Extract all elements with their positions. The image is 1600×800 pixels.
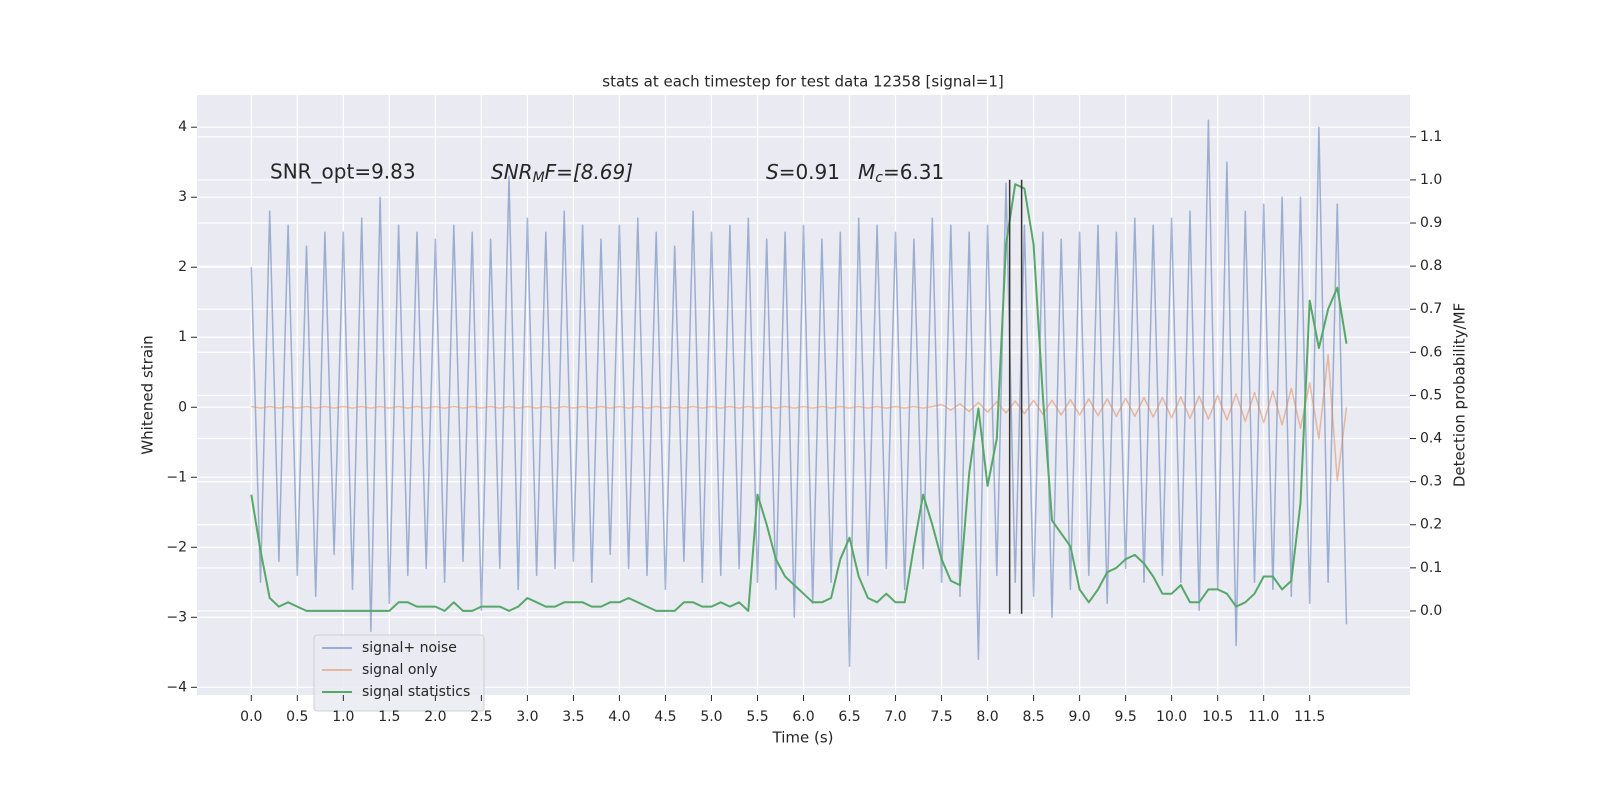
y-tick-label: 2 [178,259,187,275]
annotation-part: S [766,160,779,184]
x-tick-label: 0.0 [240,709,262,725]
y2-tick-label: 0.5 [1420,387,1442,403]
annotation: SNR_opt=9.83 [270,160,416,184]
annotation-part: c [875,170,883,186]
y-tick-label: 3 [178,189,187,205]
annotation-part: =0.91 [779,160,840,184]
annotation-part: F=[8.69] [545,160,633,184]
annotation-part: M [533,170,545,186]
x-tick-label: 4.0 [608,709,630,725]
x-tick-label: 3.5 [562,709,584,725]
x-tick-label: 11.0 [1248,709,1279,725]
series-line [251,353,1348,482]
annotation: S=0.91 [766,160,840,184]
x-tick-label: 7.0 [884,709,906,725]
series-line [250,183,1348,612]
y2-tick-label: 0.1 [1420,560,1442,576]
x-tick-label: 0.5 [286,709,308,725]
y2-tick-label: 0.7 [1420,301,1442,317]
y-tick-label: −1 [166,469,187,485]
legend-label: signal statistics [362,684,470,700]
y-tick-label: 1 [178,329,187,345]
x-tick-label: 5.0 [700,709,722,725]
y2-tick-label: 0.0 [1420,603,1442,619]
x-tick-label: 3.0 [516,709,538,725]
y-tick-label: −3 [166,609,187,625]
x-tick-label: 8.0 [976,709,998,725]
y2-tick-label: 0.6 [1420,344,1442,360]
x-tick-label: 9.0 [1068,709,1090,725]
x-tick-label: 9.5 [1114,709,1136,725]
x-tick-label: 1.0 [332,709,354,725]
annotation: Mc=6.31 [858,160,944,187]
y2-tick-label: 0.3 [1420,474,1442,490]
x-tick-label: 6.0 [792,709,814,725]
x-tick-label: 2.5 [470,709,492,725]
y-axis-label: Whitened strain [139,335,157,454]
y2-tick-label: 0.9 [1420,215,1442,231]
legend-box [313,634,485,712]
y-tick-label: 0 [178,399,187,415]
x-tick-label: 2.0 [424,709,446,725]
y-tick-label: −4 [166,679,187,695]
y2-tick-label: 0.4 [1420,431,1442,447]
x-tick-label: 7.5 [930,709,952,725]
x-tick-label: 11.5 [1294,709,1325,725]
annotation-part: M [858,160,875,184]
legend: signal+ noise signal only signal statistic… [313,634,485,712]
legend-label: signal only [362,662,437,678]
annotation-part: SNR [491,160,533,184]
x-tick-label: 1.5 [378,709,400,725]
annotation-part: =6.31 [883,160,944,184]
y2-tick-label: 1.0 [1420,172,1442,188]
x-tick-label: 8.5 [1022,709,1044,725]
x-tick-label: 10.5 [1202,709,1233,725]
x-tick-label: 5.5 [746,709,768,725]
y2-tick-label: 1.1 [1420,129,1442,145]
legend-label: signal+ noise [362,640,457,656]
x-tick-label: 4.5 [654,709,676,725]
y-tick-label: 4 [178,119,187,135]
marks [250,119,1348,668]
y2-tick-label: 0.2 [1420,517,1442,533]
x-axis-label: Time (s) [772,729,834,747]
series-line [250,119,1348,668]
x-tick-label: 10.0 [1156,709,1187,725]
y2-axis-label: Detection probability/MF [1451,303,1469,487]
y2-tick-label: 0.8 [1420,258,1442,274]
y-tick-label: −2 [166,539,187,555]
annotation: SNRMF=[8.69] [491,160,633,187]
x-tick-label: 6.5 [838,709,860,725]
chart-title: stats at each timestep for test data 123… [602,73,1003,91]
